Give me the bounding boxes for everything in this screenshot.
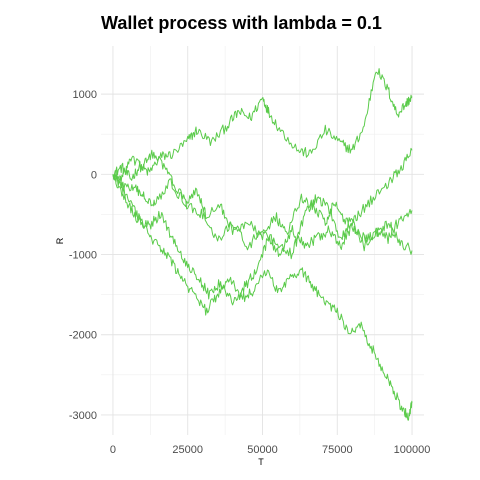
- x-axis-label: T: [258, 457, 264, 467]
- y-tick-label: -1000: [69, 250, 97, 262]
- y-axis-label: R: [55, 237, 65, 244]
- series-lines: [112, 68, 413, 421]
- x-tick-label: 0: [110, 444, 116, 456]
- series-line: [112, 174, 413, 421]
- tick-labels: 0 25000 50000 75000 100000 -3000 -2000 -1000 0 10…: [69, 89, 431, 456]
- series-line: [112, 149, 413, 260]
- y-tick-label: -2000: [69, 330, 97, 342]
- series-line: [112, 147, 413, 241]
- x-tick-label: 25000: [172, 444, 203, 456]
- x-tick-label: 50000: [247, 444, 278, 456]
- grid: [101, 46, 424, 435]
- y-tick-label: 1000: [73, 89, 97, 101]
- series-line: [112, 174, 413, 306]
- x-tick-label: 75000: [322, 444, 353, 456]
- y-tick-label: -3000: [69, 410, 97, 422]
- x-tick-label: 100000: [394, 444, 431, 456]
- series-line: [112, 68, 413, 181]
- chart-title: Wallet process with lambda = 0.1: [101, 13, 382, 33]
- y-tick-label: 0: [91, 169, 97, 181]
